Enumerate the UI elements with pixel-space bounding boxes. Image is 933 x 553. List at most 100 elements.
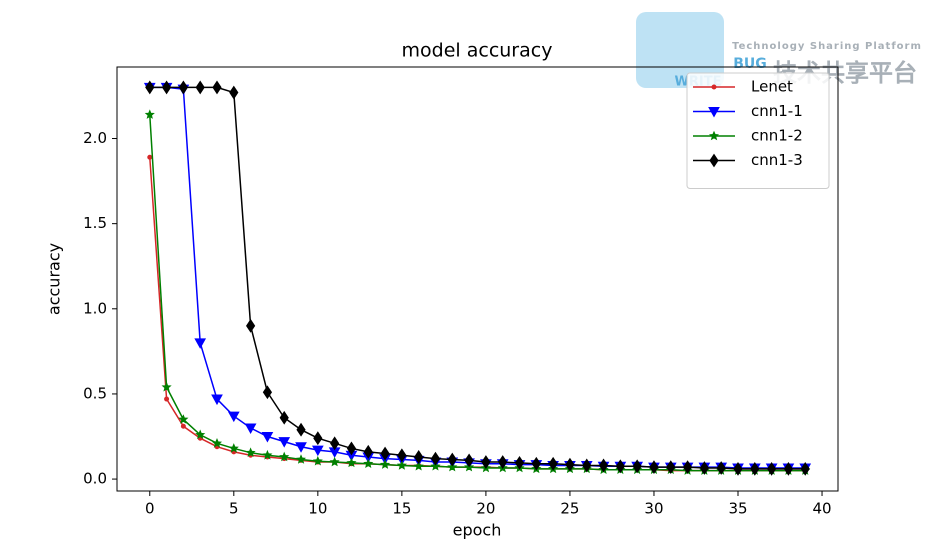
data-point (329, 456, 340, 467)
data-point (144, 109, 155, 119)
series-line (149, 86, 806, 470)
x-tick-label: 25 (560, 500, 579, 518)
data-point (397, 448, 407, 463)
legend-marker (709, 153, 719, 168)
data-point (178, 80, 188, 95)
data-point (279, 410, 289, 425)
data-point (363, 444, 373, 459)
data-point (582, 458, 592, 473)
data-point (164, 396, 170, 402)
data-point (565, 457, 575, 472)
data-point (800, 461, 810, 476)
y-tick-label: 2.0 (83, 129, 107, 147)
data-point (295, 442, 307, 453)
data-point (261, 432, 274, 443)
data-point (767, 461, 777, 476)
y-tick-label: 0.0 (83, 470, 107, 488)
data-point (430, 460, 441, 471)
data-point (211, 394, 223, 406)
watermark-text: BUG (733, 56, 767, 72)
data-point (498, 455, 508, 469)
legend-label: Lenet (751, 78, 793, 96)
data-point (733, 461, 743, 476)
x-tick-label: 15 (392, 500, 411, 518)
data-point (783, 461, 794, 476)
data-point (750, 461, 760, 476)
legend-label: cnn1-2 (751, 127, 803, 145)
data-point (430, 451, 441, 466)
data-point (212, 80, 222, 95)
plot-frame (116, 66, 839, 492)
data-point (229, 85, 239, 100)
data-point (295, 454, 306, 464)
data-point (161, 80, 172, 95)
data-point (262, 385, 273, 400)
y-tick-label: 1.5 (83, 214, 107, 232)
data-point (278, 437, 291, 448)
data-point (180, 423, 186, 429)
data-point (682, 460, 693, 475)
data-point (194, 338, 207, 349)
data-point (447, 452, 457, 467)
data-point (244, 423, 257, 435)
data-point (145, 80, 155, 95)
y-axis-label: accuracy (45, 243, 64, 315)
data-point (246, 318, 256, 333)
data-point (330, 436, 340, 451)
chart-title: model accuracy (402, 40, 553, 62)
watermark-logo (636, 12, 724, 88)
data-point (311, 445, 324, 457)
data-point (716, 461, 726, 475)
data-point (312, 455, 323, 466)
data-point (548, 456, 558, 471)
y-tick-label: 1.0 (83, 299, 107, 317)
legend-label: cnn1-3 (751, 151, 803, 169)
watermark: WRITE BUG Technology Sharing Platform 技术… (636, 12, 922, 90)
data-point (262, 449, 273, 460)
x-tick-label: 5 (229, 500, 239, 518)
data-point (666, 460, 676, 475)
data-point (346, 457, 357, 468)
data-point (632, 459, 642, 474)
data-point (380, 459, 391, 469)
legend-marker (709, 130, 719, 141)
data-point (598, 458, 609, 473)
data-point (514, 456, 525, 470)
watermark-text: Technology Sharing Platform (732, 41, 922, 52)
data-point (396, 460, 407, 470)
x-tick-label: 30 (644, 500, 663, 518)
data-point (363, 458, 374, 469)
legend-box (686, 72, 830, 189)
data-point (147, 154, 153, 160)
data-point (380, 446, 390, 461)
x-tick-label: 0 (145, 500, 155, 518)
series-line (149, 114, 806, 472)
data-point (447, 461, 458, 472)
data-point (414, 450, 424, 464)
x-axis-label: epoch (453, 521, 502, 540)
data-point (195, 429, 206, 440)
data-point (699, 461, 709, 475)
legend-label: cnn1-1 (751, 102, 803, 120)
data-point (531, 456, 541, 471)
data-point (245, 447, 256, 457)
x-tick-label: 20 (476, 500, 495, 518)
data-point (346, 441, 357, 456)
data-point (296, 422, 306, 437)
data-point (313, 431, 323, 446)
data-point (227, 411, 240, 423)
x-tick-label: 35 (728, 500, 747, 518)
legend-marker (711, 84, 717, 90)
data-point (464, 453, 474, 468)
legend-marker (708, 107, 720, 118)
data-point (649, 460, 659, 475)
data-point (195, 80, 205, 95)
data-point (161, 381, 172, 392)
data-point (615, 459, 625, 474)
data-point (279, 451, 290, 462)
x-tick-label: 10 (308, 500, 327, 518)
x-tick-label: 40 (812, 500, 831, 518)
data-point (481, 455, 491, 469)
y-tick-label: 0.5 (83, 384, 107, 402)
